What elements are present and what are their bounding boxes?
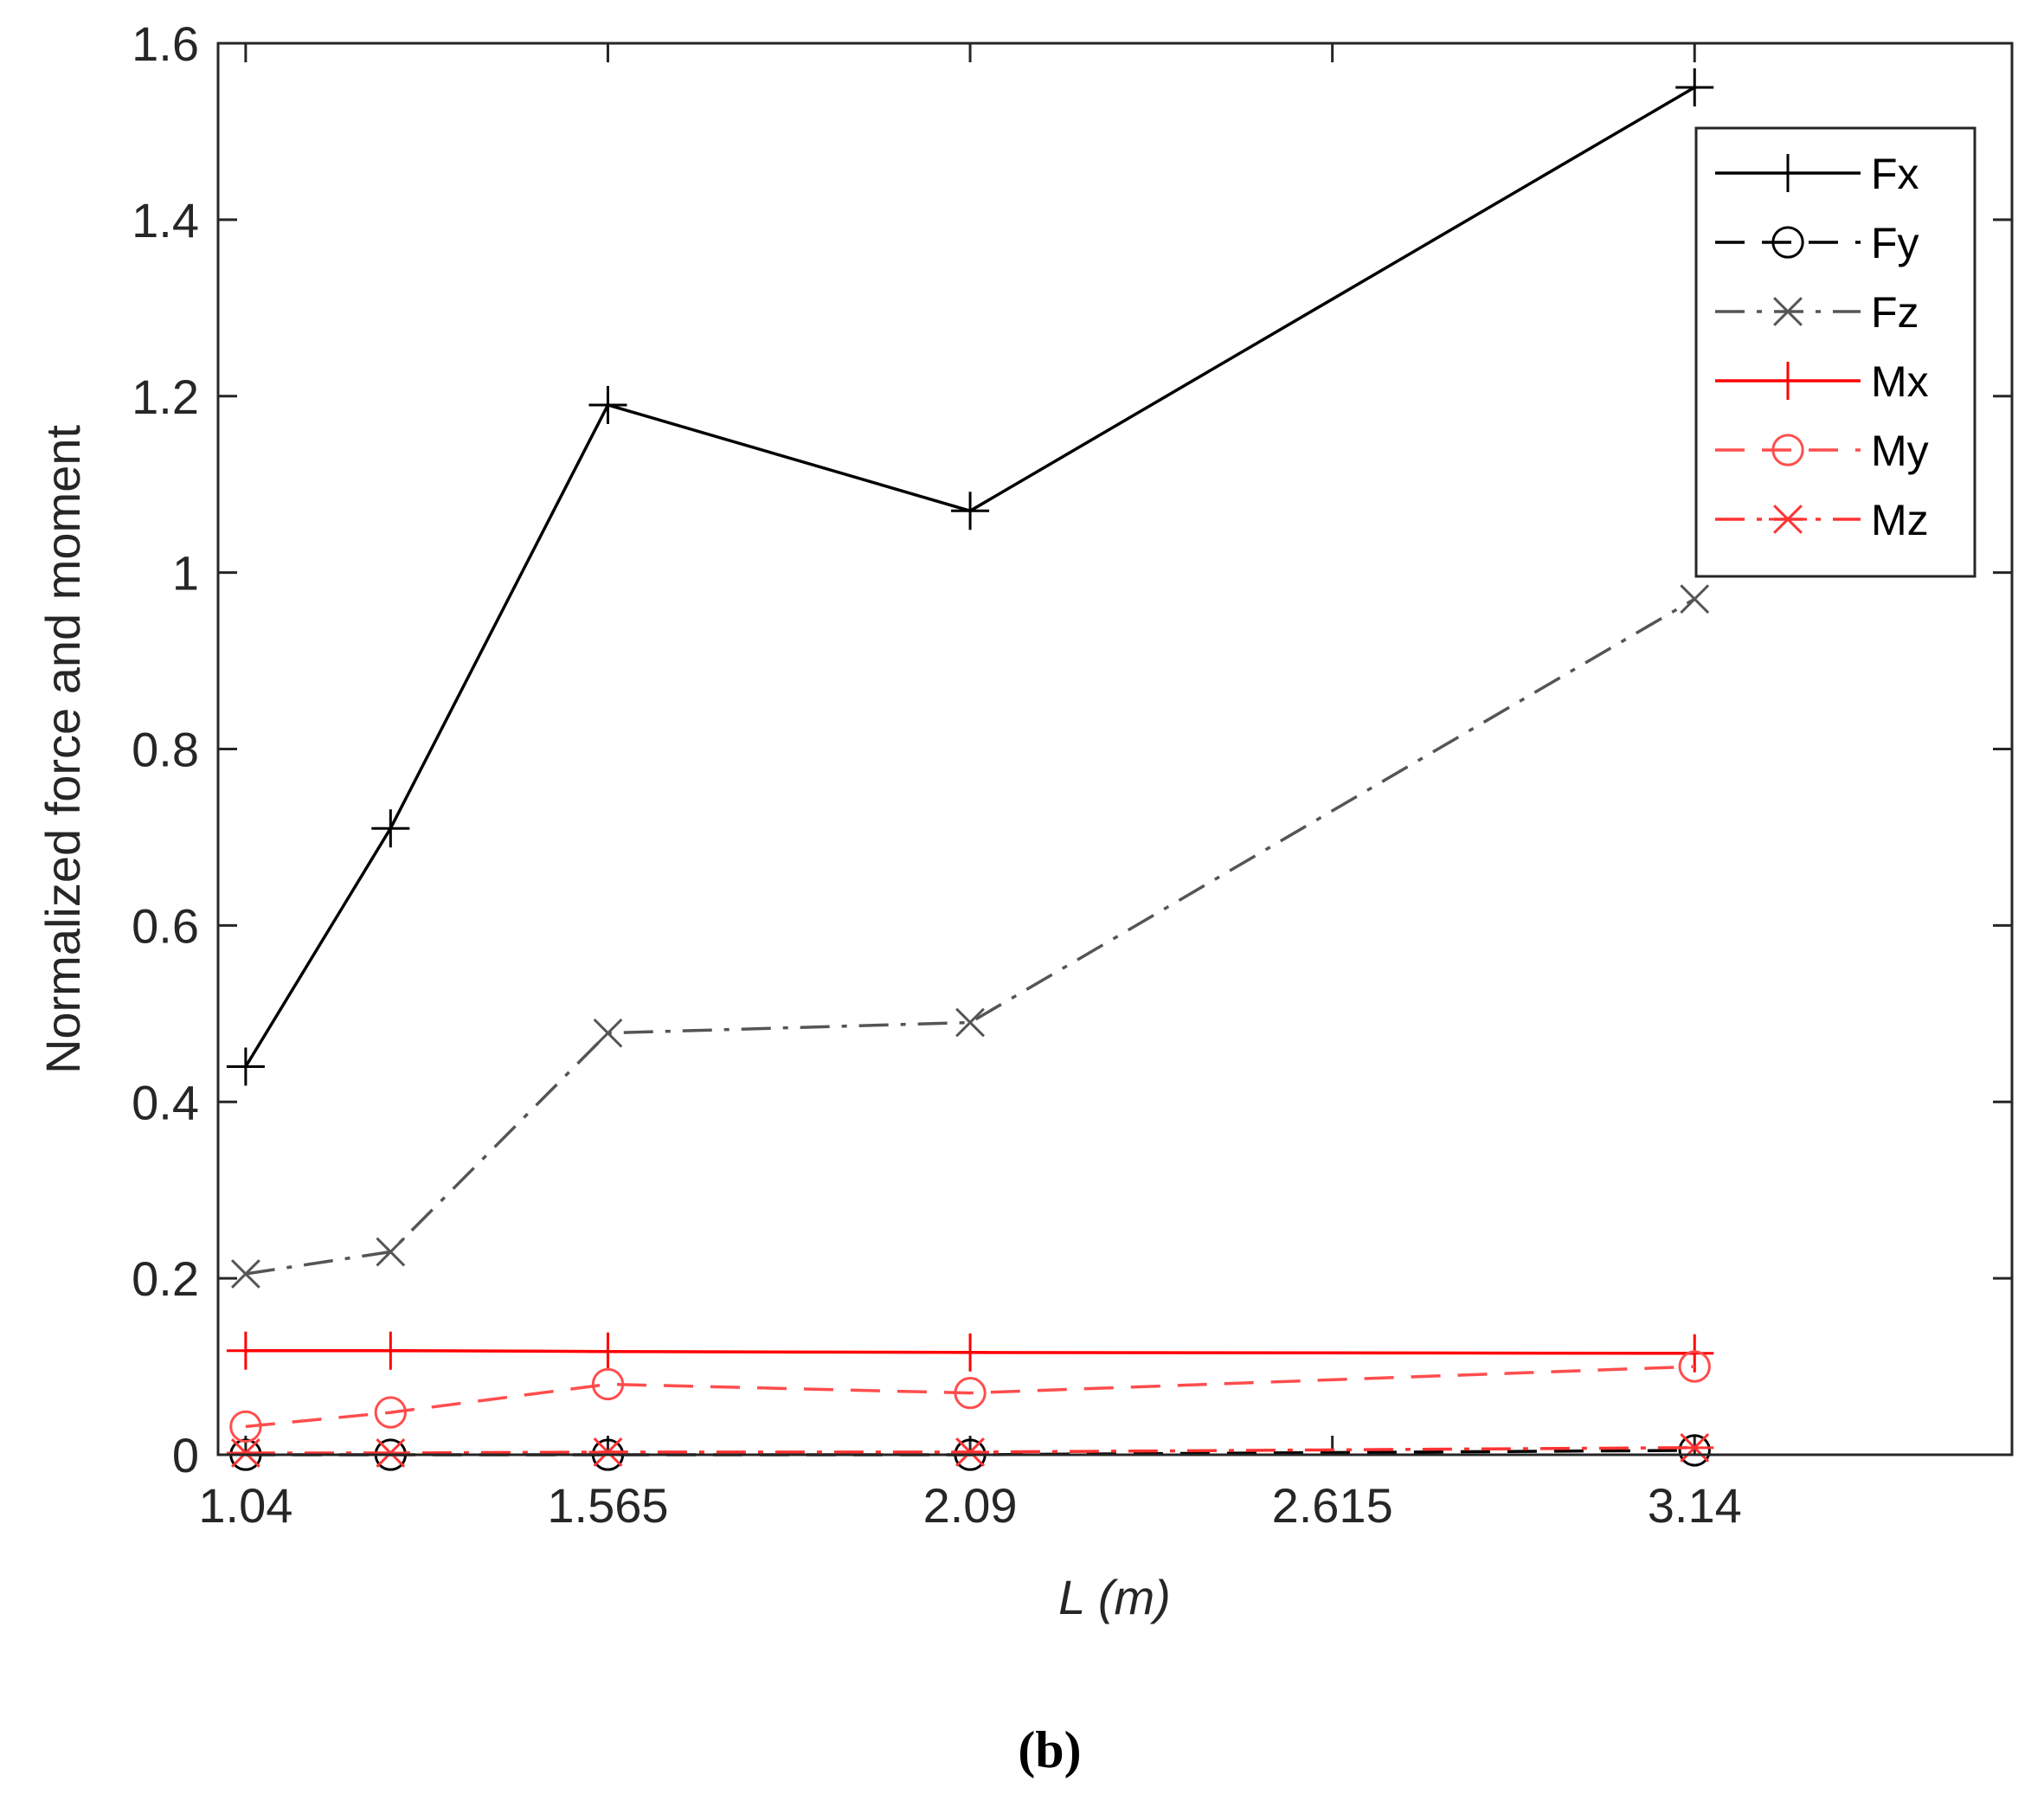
legend-box	[1694, 126, 1977, 578]
data-point-my	[374, 1396, 407, 1429]
data-point-fx	[226, 1047, 265, 1086]
data-point-fz	[376, 1237, 406, 1267]
x-tick-label: 2.09	[923, 1478, 1018, 1533]
data-point-fz	[955, 1007, 985, 1038]
data-point-mx	[951, 1333, 990, 1372]
legend-label: Mz	[1871, 496, 1929, 544]
plot-frame	[216, 42, 2014, 1456]
data-point-fx	[1675, 68, 1714, 106]
data-point-fz	[230, 1259, 260, 1289]
data-point-my	[229, 1410, 262, 1444]
x-tick-label: 1.04	[198, 1478, 292, 1533]
x-axis-title: L (m)	[1058, 1570, 1171, 1624]
y-tick-label: 0.6	[132, 898, 199, 953]
data-point-mz	[1675, 1432, 1714, 1463]
y-tick-label: 1	[172, 546, 199, 601]
data-point-fx	[951, 492, 990, 530]
y-tick-label: 0.2	[132, 1251, 199, 1306]
y-tick-label: 1.6	[132, 16, 199, 71]
x-tick-label: 1.565	[547, 1478, 668, 1533]
y-tick-label: 0.8	[132, 723, 199, 777]
data-point-fz	[1680, 584, 1710, 614]
series-mx	[226, 1331, 1714, 1373]
series-line-my	[245, 1365, 1695, 1429]
data-point-mz	[951, 1437, 990, 1467]
y-axis-title: Normalized force and moment	[35, 425, 90, 1075]
x-tick-label: 3.14	[1648, 1478, 1742, 1533]
data-point-mx	[588, 1332, 627, 1371]
data-point-mz	[588, 1437, 627, 1467]
panel-label: (b)	[1018, 1721, 1081, 1778]
y-tick-label: 1.2	[132, 370, 199, 424]
legend-item-fz: Fz	[1715, 288, 1919, 337]
series-fx	[226, 68, 1714, 1086]
legend-item-fx: Fx	[1715, 150, 1919, 198]
series-fz	[230, 584, 1710, 1289]
data-point-fy	[1678, 1434, 1711, 1467]
series-mz	[226, 1432, 1714, 1468]
data-point-mz	[371, 1438, 410, 1468]
legend-label: Fx	[1871, 150, 1919, 198]
data-point-my	[1678, 1350, 1711, 1383]
legend-label: Fz	[1871, 288, 1919, 337]
data-point-fx	[371, 809, 410, 848]
legend-label: Mx	[1871, 357, 1929, 406]
data-point-mx	[1675, 1334, 1714, 1373]
data-point-fx	[588, 385, 627, 424]
legend-item-mz: Mz	[1715, 496, 1929, 544]
data-point-my	[591, 1367, 625, 1401]
data-point-mx	[226, 1331, 265, 1370]
data-point-fz	[593, 1018, 623, 1048]
legend-item-fy: Fy	[1715, 219, 1919, 267]
y-tick-label: 0.4	[132, 1075, 199, 1129]
data-point-my	[954, 1376, 987, 1410]
legend-item-my: My	[1715, 427, 1929, 475]
y-tick-label: 1.4	[132, 193, 199, 248]
legend-label: My	[1871, 427, 1929, 475]
series-my	[229, 1350, 1711, 1444]
data-point-mx	[371, 1331, 410, 1370]
data-point-mz	[226, 1438, 265, 1468]
legend-item-mx: Mx	[1715, 357, 1929, 406]
legend-label: Fy	[1871, 219, 1919, 267]
y-tick-label: 0	[172, 1428, 199, 1482]
x-tick-label: 2.615	[1272, 1478, 1393, 1533]
